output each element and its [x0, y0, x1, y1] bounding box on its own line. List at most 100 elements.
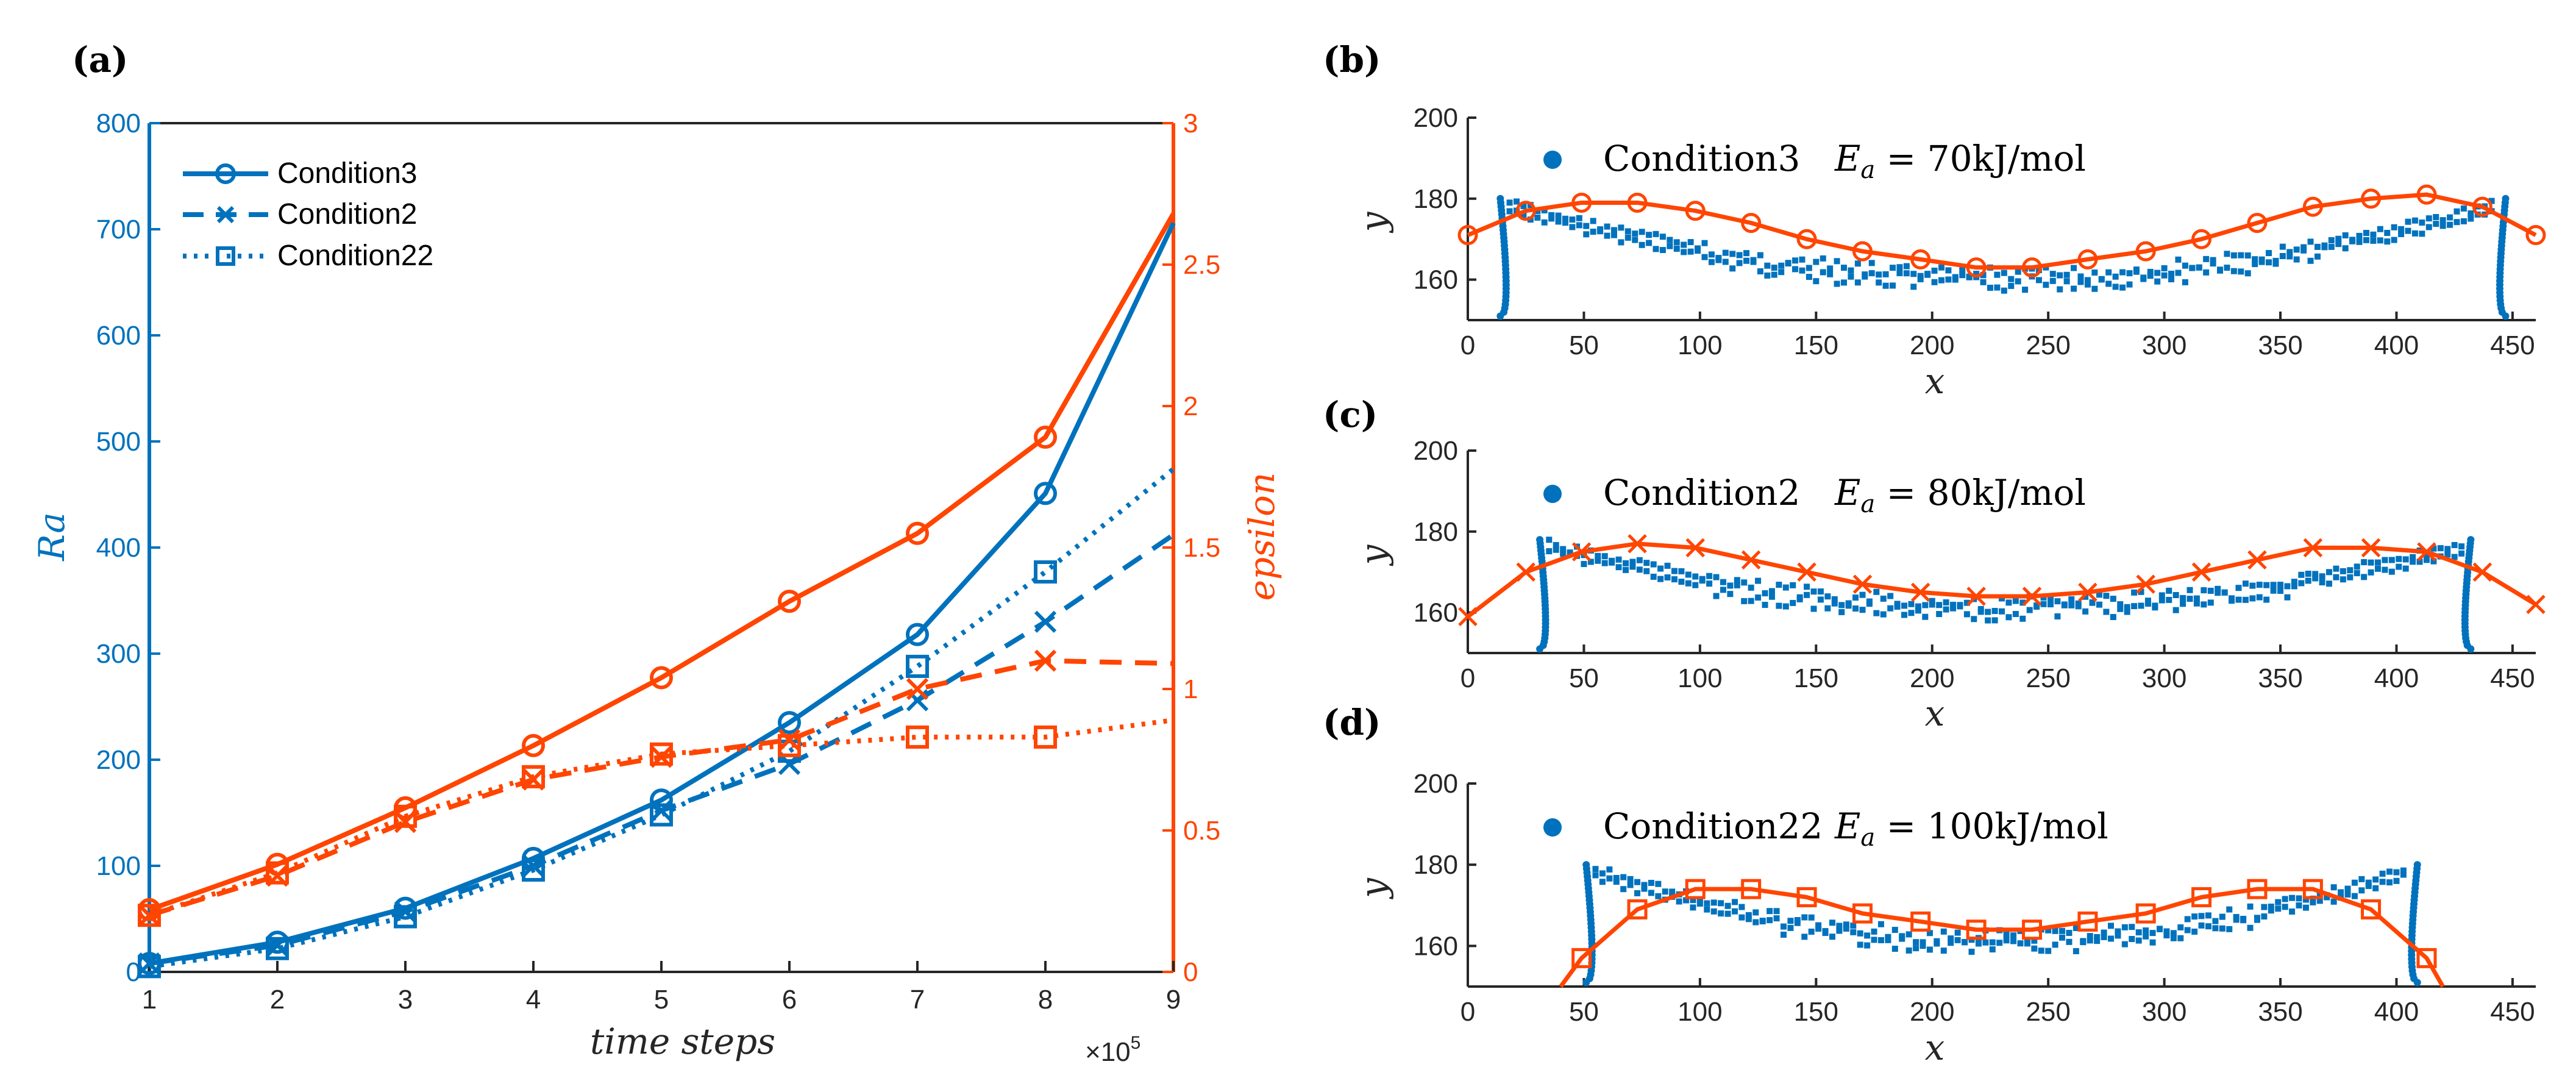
- scatter-point: [1934, 940, 1940, 947]
- scatter-point: [1720, 587, 1726, 593]
- scatter-point: [1629, 563, 1636, 570]
- fit-marker-circle: [2416, 184, 2437, 205]
- scatter-point: [2289, 894, 2296, 901]
- scatter-point: [1592, 872, 1599, 879]
- scatter-point: [2430, 558, 2437, 565]
- scatter-point: [2256, 581, 2263, 588]
- legend-scatter-dot: [1543, 485, 1562, 503]
- scatter-point: [2382, 557, 2388, 563]
- scatter-point: [1905, 931, 1912, 938]
- x-tick-label: 50: [1569, 997, 1599, 1027]
- scatter-point: [1882, 271, 1889, 277]
- scatter-point: [1706, 573, 1713, 579]
- scatter-point: [1920, 943, 1926, 949]
- scatter-point: [2205, 923, 2211, 930]
- scatter-point: [1724, 902, 1731, 909]
- scatter-point: [2258, 256, 2265, 263]
- scatter-point: [1801, 933, 1808, 940]
- scatter-point: [2101, 929, 2107, 936]
- scatter-point: [1604, 223, 1610, 230]
- scatter-point: [1877, 921, 1884, 927]
- scatter-point: [2105, 269, 2112, 276]
- scatter-point: [1724, 910, 1731, 917]
- scatter-point: [2354, 570, 2360, 577]
- fit-marker-x: [2022, 587, 2042, 606]
- scatter-point: [2411, 230, 2418, 237]
- fit-marker-square: [2022, 919, 2043, 940]
- scatter-point: [2460, 205, 2467, 212]
- scatter-point: [1620, 874, 1627, 880]
- scatter-point: [1685, 571, 1692, 578]
- scatter-point: [1931, 267, 1938, 274]
- scatter-point: [2388, 568, 2395, 575]
- scatter-point: [1857, 930, 1863, 937]
- scatter-point: [2112, 273, 2119, 280]
- fit-marker-x: [1910, 582, 1930, 602]
- scatter-point: [1681, 241, 1687, 248]
- fit-marker-circle: [2247, 213, 2268, 234]
- scatter-point: [1595, 552, 1601, 559]
- scatter-point: [1745, 916, 1752, 923]
- scatter-point: [1796, 596, 1803, 602]
- scatter-point: [2184, 927, 2191, 933]
- fit-marker-x: [2472, 562, 2492, 582]
- scatter-point: [1750, 257, 1757, 263]
- scatter-point: [2293, 256, 2300, 263]
- series-condition22-ra-marker-square: [266, 937, 289, 960]
- scatter-point: [1710, 899, 1717, 906]
- scatter-point: [1773, 915, 1780, 922]
- scatter-point: [2045, 948, 2052, 954]
- scatter-point: [1643, 560, 1650, 566]
- scatter-point: [2238, 268, 2244, 275]
- scatter-point: [2270, 587, 2277, 594]
- scatter-point: [2049, 277, 2056, 284]
- scatter-point: [1671, 576, 1678, 583]
- scatter-point: [2047, 596, 2054, 602]
- scatter-point: [1948, 940, 1954, 946]
- scatter-point: [1659, 234, 1666, 240]
- scatter-point: [1910, 284, 1917, 290]
- scatter-point: [1896, 264, 1903, 271]
- scatter-point: [1778, 262, 1785, 269]
- panel-c-fit-line: [1466, 541, 2537, 619]
- scatter-point: [1782, 584, 1789, 591]
- scatter-point: [2121, 941, 2128, 948]
- scatter-point: [1662, 888, 1668, 895]
- scatter-point: [1736, 260, 1743, 266]
- scatter-point: [2302, 904, 2309, 911]
- fit-marker-square: [2077, 911, 2098, 932]
- scatter-point: [2201, 587, 2207, 594]
- scatter-point: [1771, 271, 1777, 278]
- scatter-point: [1829, 933, 1835, 940]
- scatter-point: [1734, 577, 1740, 584]
- chart-marks: 1 2 3 4 5 6 7 8 9010020030040050060070080000.511…: [96, 103, 2546, 1068]
- scatter-point: [2221, 589, 2228, 596]
- scatter-point: [2003, 937, 2010, 944]
- scatter-point: [2224, 251, 2230, 257]
- scatter-point: [2080, 939, 2087, 946]
- x-tick-label: 1: [142, 985, 157, 1015]
- scatter-point: [2235, 585, 2242, 591]
- x-tick-label: 350: [2258, 663, 2302, 693]
- scatter-point: [2277, 587, 2284, 594]
- scatter-point: [1650, 561, 1657, 568]
- scatter-point: [1768, 593, 1775, 600]
- scatter-point: [2087, 937, 2093, 944]
- scatter-point: [1792, 266, 1799, 273]
- scatter-point: [1778, 269, 1785, 276]
- scatter-point: [1980, 279, 1987, 285]
- x-tick-label: 6: [782, 985, 797, 1015]
- scatter-point: [1748, 598, 1754, 604]
- scatter-point: [2031, 945, 2038, 952]
- scatter-point: [2121, 924, 2128, 930]
- fit-marker-x: [1966, 587, 1986, 606]
- scatter-point: [2131, 603, 2138, 610]
- series-condition22-epsilon-marker-square: [1034, 725, 1057, 749]
- scatter-point: [1627, 876, 1634, 882]
- scatter-point: [1604, 232, 1610, 239]
- scatter-point: [1610, 227, 1617, 234]
- scatter-point: [1576, 215, 1582, 221]
- scatter-point: [2012, 611, 2019, 618]
- scatter-point: [2207, 587, 2214, 594]
- scatter-point: [1650, 573, 1657, 580]
